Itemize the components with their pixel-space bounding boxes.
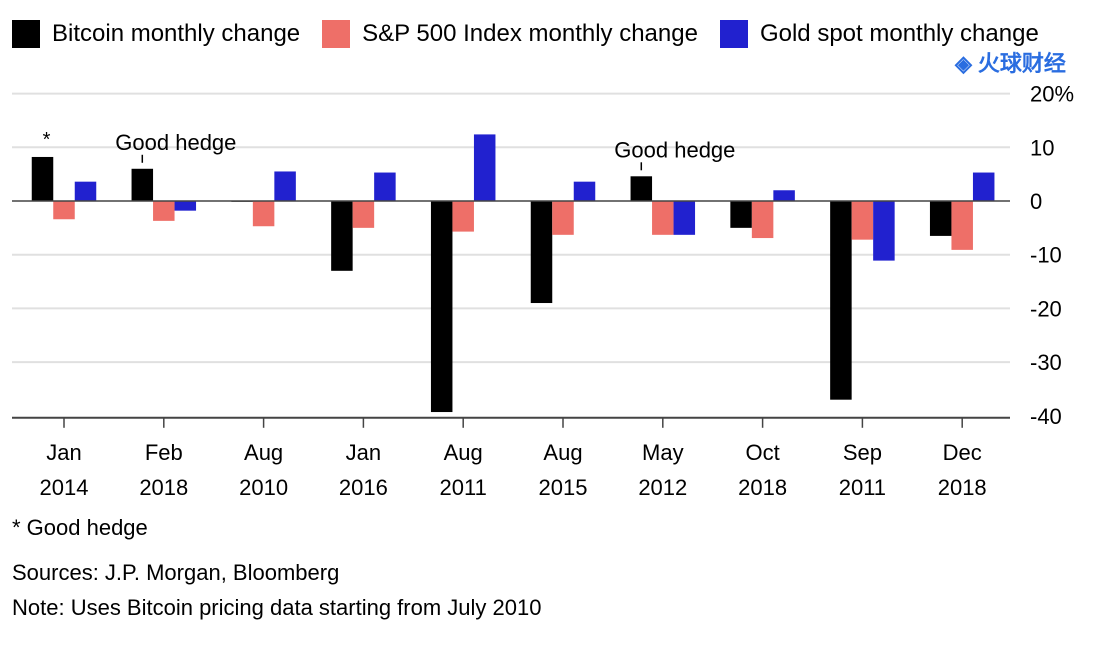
y-tick-label: 10	[1030, 135, 1054, 160]
bar-bitcoin	[730, 201, 752, 228]
bar-bitcoin	[331, 201, 353, 271]
bar-gold	[473, 134, 496, 201]
bar-sp500	[352, 201, 375, 228]
bar-gold	[573, 181, 596, 201]
bar-sp500	[552, 201, 574, 235]
annotation-star: *	[43, 129, 51, 151]
note: Note: Uses Bitcoin pricing data starting…	[12, 595, 542, 620]
bar-sp500	[652, 201, 674, 235]
bar-bitcoin	[131, 168, 154, 201]
annotation-good-hedge: Good hedge	[115, 130, 236, 155]
y-tick-label: -30	[1030, 350, 1062, 375]
bar-sp500	[53, 201, 75, 220]
bar-gold	[673, 201, 696, 235]
x-tick-label-year: 2018	[938, 475, 987, 500]
annotation-good-hedge: Good hedge	[614, 137, 735, 162]
bar-bitcoin	[31, 156, 54, 201]
x-tick-label-year: 2016	[339, 475, 388, 500]
bar-gold	[374, 172, 396, 201]
x-tick-label-month: Sep	[843, 440, 882, 465]
y-tick-label: -40	[1030, 404, 1062, 429]
bar-gold	[972, 172, 995, 201]
x-tick-label-year: 2011	[440, 475, 487, 500]
x-tick-label-month: Oct	[745, 440, 779, 465]
legend-swatch-bitcoin	[12, 20, 40, 48]
x-tick-label-year: 2011	[839, 475, 886, 500]
bar-gold	[873, 201, 895, 261]
bar-sp500	[751, 201, 774, 239]
x-tick-label-year: 2018	[139, 475, 188, 500]
bar-gold	[773, 190, 795, 201]
legend-swatch-gold	[719, 20, 748, 48]
bar-bitcoin	[929, 201, 952, 236]
bar-bitcoin	[530, 201, 553, 304]
bar-sp500	[951, 201, 973, 250]
bar-bitcoin	[430, 201, 453, 413]
legend-swatch-sp500	[322, 20, 351, 48]
y-tick-label: 20%	[1030, 82, 1074, 107]
bar-sp500	[851, 201, 874, 240]
footnote-star: * Good hedge	[12, 515, 148, 540]
x-tick-label-year: 2012	[638, 475, 687, 500]
bar-gold	[74, 181, 97, 201]
x-tick-label-year: 2014	[40, 475, 89, 500]
legend-item-gold: Gold spot monthly change	[719, 20, 1039, 48]
x-tick-label-month: Jan	[346, 440, 381, 465]
bar-gold	[174, 201, 197, 211]
bar-gold	[274, 171, 296, 201]
y-tick-label: 0	[1030, 189, 1042, 214]
sources: Sources: J.P. Morgan, Bloomberg	[12, 560, 340, 585]
x-tick-label-year: 2010	[239, 475, 288, 500]
x-tick-label-year: 2018	[738, 475, 787, 500]
legend-label: Gold spot monthly change	[759, 20, 1039, 47]
legend: Bitcoin monthly change S&P 500 Index mon…	[12, 20, 1039, 48]
x-tick-label-month: Aug	[444, 440, 483, 465]
x-tick-label-year: 2015	[539, 475, 588, 500]
bar-sp500	[252, 201, 275, 227]
bar-bitcoin	[630, 176, 653, 201]
bar-sp500	[153, 201, 175, 221]
y-tick-label: -20	[1030, 296, 1062, 321]
legend-item-sp500: S&P 500 Index monthly change	[322, 20, 698, 48]
watermark-logo-icon: ◈	[955, 51, 972, 76]
x-tick-label-month: Aug	[543, 440, 582, 465]
x-tick-label-month: Aug	[244, 440, 283, 465]
legend-label: S&P 500 Index monthly change	[362, 20, 698, 47]
legend-item-bitcoin: Bitcoin monthly change	[12, 20, 300, 48]
bar-bitcoin	[830, 201, 852, 400]
x-tick-label-month: Jan	[46, 440, 81, 465]
x-tick-label-month: Dec	[943, 440, 982, 465]
legend-label: Bitcoin monthly change	[52, 20, 301, 47]
x-tick-label-month: Feb	[145, 440, 183, 465]
y-tick-label: -10	[1030, 243, 1062, 268]
bar-sp500	[452, 201, 474, 232]
watermark-text: 火球财经	[977, 51, 1066, 76]
watermark: ◈ 火球财经	[955, 52, 1066, 76]
x-tick-label-month: May	[642, 440, 684, 465]
